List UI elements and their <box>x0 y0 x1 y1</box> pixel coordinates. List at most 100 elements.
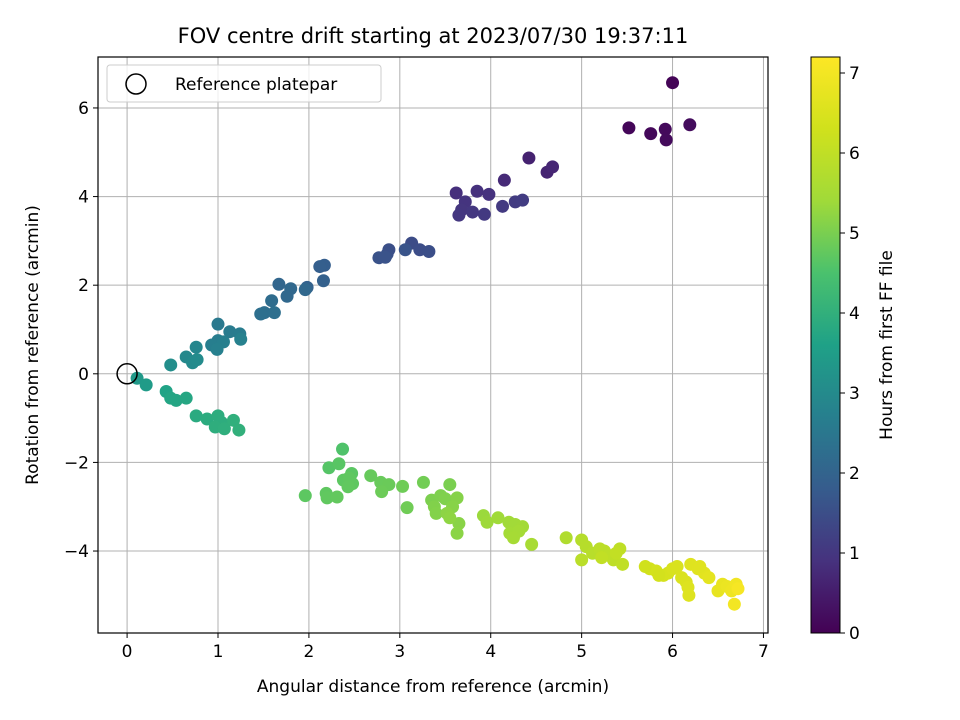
colorbar: 0 1 2 3 4 5 6 7 Hours from first FF file <box>810 56 897 644</box>
colorbar-ticks: 0 1 2 3 4 5 6 7 <box>840 64 860 644</box>
x-axis-ticks: 0 1 2 3 4 5 6 7 <box>122 633 769 662</box>
x-tick-label: 3 <box>394 642 405 662</box>
scatter-point <box>211 317 225 331</box>
scatter-point <box>497 173 511 187</box>
y-axis-label: Rotation from reference (arcmin) <box>23 205 43 485</box>
scatter-point <box>210 342 224 356</box>
y-tick-label: −4 <box>64 542 89 562</box>
scatter-point <box>298 489 312 503</box>
y-tick-label: 6 <box>78 99 89 119</box>
scatter-point <box>139 378 153 392</box>
scatter-point <box>731 582 745 596</box>
scatter-point <box>652 568 666 582</box>
scatter-point <box>693 560 707 574</box>
colorbar-tick-label: 2 <box>849 464 860 484</box>
colorbar-tick-label: 3 <box>849 384 860 404</box>
scatter-point <box>429 506 443 520</box>
scatter-point <box>364 469 378 483</box>
scatter-point <box>644 127 658 141</box>
y-axis-ticks: −4 −2 0 2 4 6 <box>64 99 98 562</box>
plot-frame <box>97 56 769 634</box>
x-tick-label: 1 <box>213 642 224 662</box>
scatter-point <box>516 193 530 207</box>
scatter-point <box>683 118 697 132</box>
scatter-point <box>658 122 672 136</box>
x-tick-label: 4 <box>485 642 496 662</box>
scatter-point <box>496 199 510 213</box>
scatter-point <box>200 412 214 426</box>
scatter-point <box>727 597 741 611</box>
scatter-point <box>234 332 248 346</box>
scatter-point <box>164 358 178 372</box>
x-tick-label: 7 <box>758 642 769 662</box>
scatter-points <box>116 76 745 611</box>
scatter-point <box>622 121 636 135</box>
x-tick-label: 2 <box>303 642 314 662</box>
y-tick-label: 0 <box>78 365 89 385</box>
scatter-point <box>226 413 240 427</box>
x-tick-label: 0 <box>122 642 133 662</box>
scatter-point <box>595 551 609 565</box>
colorbar-tick-label: 6 <box>849 144 860 164</box>
scatter-point <box>254 307 268 321</box>
scatter-point <box>223 325 237 339</box>
scatter-point <box>267 306 281 320</box>
scatter-point <box>316 274 330 288</box>
colorbar-tick-label: 5 <box>849 224 860 244</box>
scatter-point <box>666 76 680 90</box>
colorbar-tick-label: 0 <box>849 624 860 644</box>
scatter-point <box>450 526 464 540</box>
scatter-point <box>189 409 203 423</box>
scatter-point <box>313 260 327 274</box>
scatter-point <box>477 207 491 221</box>
colorbar-tick-label: 4 <box>849 304 860 324</box>
legend-reference-marker <box>125 73 147 95</box>
grid-lines <box>98 57 768 633</box>
scatter-point <box>400 501 414 515</box>
scatter-point <box>491 511 505 525</box>
scatter-point <box>322 461 336 475</box>
y-tick-label: 4 <box>78 188 89 208</box>
colorbar-label: Hours from first FF file <box>877 250 897 440</box>
legend-label: Reference platepar <box>175 75 337 95</box>
scatter-point <box>480 515 494 529</box>
scatter-point <box>179 391 193 405</box>
scatter-point <box>378 250 392 264</box>
scatter-point <box>396 479 410 493</box>
colorbar-tick-label: 7 <box>849 64 860 84</box>
scatter-point <box>443 511 457 525</box>
legend: Reference platepar <box>106 64 382 103</box>
scatter-point <box>232 423 246 437</box>
colorbar-gradient <box>810 56 841 634</box>
scatter-point <box>375 485 389 499</box>
scatter-point <box>525 537 539 551</box>
scatter-point <box>452 208 466 222</box>
y-tick-label: 2 <box>78 276 89 296</box>
scatter-point <box>702 571 716 585</box>
scatter-point <box>609 546 623 560</box>
scatter-point <box>336 442 350 456</box>
colorbar-tick-label: 1 <box>849 544 860 564</box>
scatter-point <box>398 243 412 257</box>
scatter-point <box>341 480 355 494</box>
scatter-point <box>272 277 286 291</box>
scatter-point <box>169 393 183 407</box>
scatter-point <box>682 588 696 602</box>
scatter-point <box>470 184 484 198</box>
scatter-point <box>546 160 560 174</box>
reference-point <box>116 363 138 385</box>
scatter-point <box>616 557 630 571</box>
chart-title: FOV centre drift starting at 2023/07/30 … <box>178 24 689 48</box>
scatter-point <box>190 353 204 367</box>
scatter-point <box>330 490 344 504</box>
scatter-point <box>482 187 496 201</box>
scatter-point <box>298 283 312 297</box>
scatter-point <box>416 475 430 489</box>
scatter-point <box>522 151 536 165</box>
x-tick-label: 6 <box>667 642 678 662</box>
scatter-point <box>422 245 436 259</box>
scatter-point <box>638 560 652 574</box>
scatter-point <box>320 491 334 505</box>
scatter-point <box>575 553 589 567</box>
